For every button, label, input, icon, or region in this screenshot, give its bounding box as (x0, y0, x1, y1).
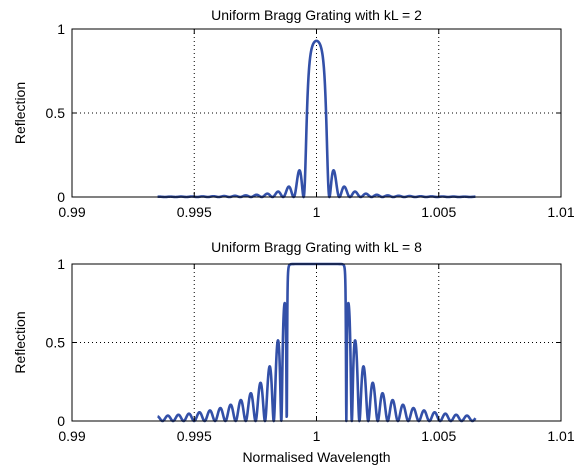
x-tick-label: 0.995 (177, 204, 212, 220)
y-tick-label: 1 (57, 256, 65, 272)
chart-title: Uniform Bragg Grating with kL = 2 (211, 7, 422, 23)
x-tick-label: 0.995 (177, 428, 212, 444)
x-tick-label: 1.005 (421, 204, 456, 220)
x-tick-label: 1 (313, 428, 321, 444)
y-tick-label: 0 (57, 413, 65, 429)
subplot-2: 0.99 0.995 1 1.005 1.01 0 0.5 1 Uniform Bragg Gr… (12, 239, 575, 465)
y-tick-label: 0 (57, 189, 65, 205)
x-tick-label: 1.01 (547, 428, 574, 444)
x-tick-label: 1 (313, 204, 321, 220)
y-tick-label: 0.5 (46, 335, 66, 351)
x-tick-label: 1.005 (421, 428, 456, 444)
y-axis-label: Reflection (12, 311, 28, 373)
y-tick-label: 0.5 (46, 105, 66, 121)
x-tick-label: 1.01 (547, 204, 574, 220)
x-tick-label: 0.99 (58, 204, 85, 220)
x-axis-label: Normalised Wavelength (242, 449, 390, 465)
y-axis-label: Reflection (12, 82, 28, 144)
x-tick-label: 0.99 (58, 428, 85, 444)
chart-title: Uniform Bragg Grating with kL = 8 (211, 239, 422, 255)
y-tick-label: 1 (57, 21, 65, 37)
subplot-1: 0.99 0.995 1 1.005 1.01 0 0.5 1 Uniform Bragg Gr… (12, 7, 575, 220)
